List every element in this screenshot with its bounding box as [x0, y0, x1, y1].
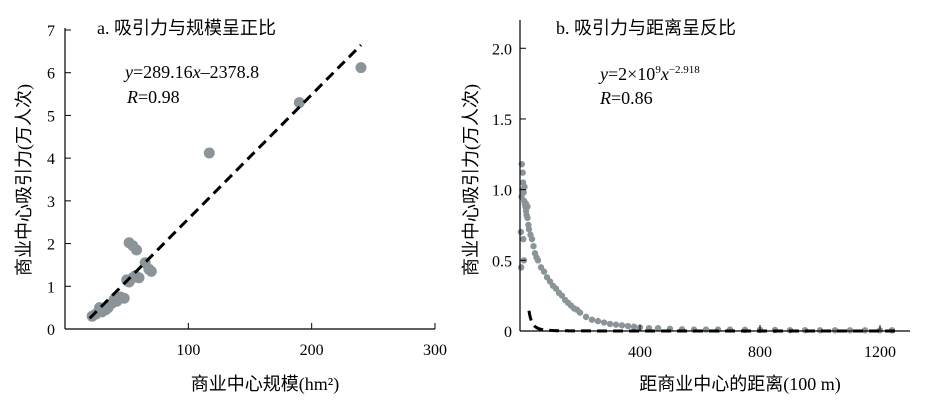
- chart-a: a. 吸引力与规模呈正比 y=289.16x–2378.8 R=0.98 0 1 2…: [14, 18, 447, 395]
- chart-b-point: [630, 323, 638, 330]
- chart-b-point: [612, 321, 620, 328]
- chart-b-point: [530, 242, 537, 250]
- chart-a-y-tick-label: 0: [47, 322, 55, 339]
- chart-a-y-ticks: 0 1 2 3 4 5 6 7: [47, 23, 71, 339]
- chart-b-point: [618, 322, 626, 329]
- chart-a-r-label: R: [126, 87, 138, 107]
- chart-b-y-tick-label: 0.5: [492, 253, 512, 270]
- chart-a-y-tick-label: 2: [47, 237, 55, 254]
- chart-b-y-title: 商业中心吸引力(万人次): [461, 84, 482, 276]
- chart-b-fit-line: [527, 310, 895, 333]
- chart-a-y-tick-label: 5: [47, 108, 55, 125]
- chart-b-point: [520, 235, 527, 243]
- chart-a-eq-x: x: [192, 62, 201, 82]
- chart-b-x-ticks: 400 800 1200: [628, 325, 896, 361]
- chart-a-point: [133, 272, 145, 284]
- chart-a-y-tick-label: 3: [47, 194, 55, 211]
- chart-a-point: [355, 62, 367, 74]
- chart-a-y-tick-label: 4: [47, 151, 55, 168]
- chart-a-point: [293, 97, 305, 109]
- chart-b-y-ticks: 0 0.5 1.0 1.5 2.0: [492, 41, 526, 341]
- chart-b-point: [528, 235, 536, 243]
- chart-b-x-tick-label: 1200: [864, 344, 896, 361]
- chart-b-point: [702, 326, 710, 333]
- chart-b-y-tick-label: 1.0: [492, 183, 512, 200]
- chart-a-r-value: R=0.98: [126, 87, 180, 107]
- chart-a-y-tick-label: 6: [47, 66, 55, 83]
- chart-b-point: [518, 264, 525, 271]
- chart-a-y-tick-label: 7: [47, 23, 55, 40]
- chart-b-point: [831, 327, 839, 334]
- chart-a-eq-body: =289.16: [133, 62, 193, 82]
- chart-a-fit-line: [88, 43, 363, 320]
- chart-a-x-tick-label: 100: [176, 342, 200, 359]
- chart-b-point: [600, 319, 608, 326]
- chart-b-point: [624, 322, 632, 330]
- chart-b-point: [524, 203, 531, 210]
- chart-a-point: [145, 265, 157, 277]
- chart-a-y-tick-label: 1: [47, 279, 55, 296]
- chart-a-equation: y=289.16x–2378.8: [123, 62, 259, 82]
- chart-a-point: [102, 302, 114, 314]
- chart-b-point: [588, 316, 596, 323]
- chart-a-point: [118, 292, 130, 304]
- chart-b-point: [582, 313, 590, 321]
- chart-b-eq-sup1: 9: [655, 64, 661, 76]
- chart-a-point: [203, 147, 215, 159]
- chart-b-y-tick-label: 2.0: [492, 41, 512, 58]
- chart-b-eq-x: x: [660, 64, 669, 84]
- chart-a-title: a. 吸引力与规模呈正比: [97, 18, 276, 38]
- chart-b-point: [654, 324, 662, 332]
- chart-b-r-value: R=0.86: [599, 88, 653, 108]
- chart-b-r-num: =0.86: [611, 88, 653, 108]
- chart-b-x-tick-label: 800: [748, 344, 772, 361]
- chart-a-x-ticks: 100 200 300: [176, 323, 447, 359]
- chart-b-point: [520, 189, 527, 196]
- chart-b-point: [521, 183, 528, 191]
- chart-b-equation: y=2×109x−2.918: [598, 64, 700, 84]
- chart-b-point: [594, 317, 602, 325]
- chart-a-points: [86, 62, 367, 322]
- chart-b-point: [861, 327, 869, 334]
- chart-b-x-tick-label: 400: [628, 344, 652, 361]
- chart-b: b. 吸引力与距离呈反比 y=2×109x−2.918 R=0.86 0 0.5 1…: [461, 18, 910, 395]
- chart-b-y-tick-label: 0: [504, 324, 512, 341]
- chart-b-point: [576, 309, 584, 316]
- chart-b-eq-body: =2×10: [608, 64, 655, 84]
- chart-b-points: [517, 160, 896, 334]
- chart-a-point: [131, 244, 143, 256]
- chart-a-eq-y: y: [123, 62, 133, 82]
- chart-a-x-tick-label: 200: [300, 342, 324, 359]
- chart-b-point: [534, 257, 542, 264]
- chart-b-point: [517, 228, 525, 236]
- chart-b-point: [846, 327, 854, 334]
- chart-b-r-label: R: [599, 88, 611, 108]
- chart-b-point: [519, 169, 526, 176]
- chart-b-eq-sup2: −2.918: [669, 64, 700, 76]
- chart-b-point: [524, 214, 531, 222]
- chart-b-point: [525, 226, 533, 233]
- chart-a-y-title: 商业中心吸引力(万人次): [14, 84, 35, 276]
- chart-b-x-title: 距商业中心的距离(100 m): [639, 374, 841, 395]
- chart-a-r-num: =0.98: [138, 87, 180, 107]
- chart-b-point: [606, 320, 614, 328]
- chart-a-x-title: 商业中心规模(hm²): [191, 374, 339, 395]
- chart-b-point: [540, 268, 548, 275]
- chart-a-x-tick-label: 300: [423, 342, 447, 359]
- chart-b-title: b. 吸引力与距离呈反比: [556, 18, 736, 38]
- chart-b-y-tick-label: 1.5: [492, 112, 512, 129]
- chart-b-eq-y: y: [598, 64, 608, 84]
- chart-a-eq-rest: –2378.8: [200, 62, 260, 82]
